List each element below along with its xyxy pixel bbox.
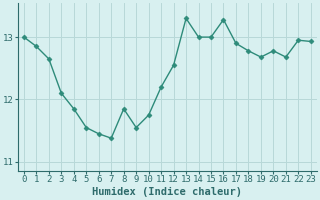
- X-axis label: Humidex (Indice chaleur): Humidex (Indice chaleur): [92, 187, 242, 197]
